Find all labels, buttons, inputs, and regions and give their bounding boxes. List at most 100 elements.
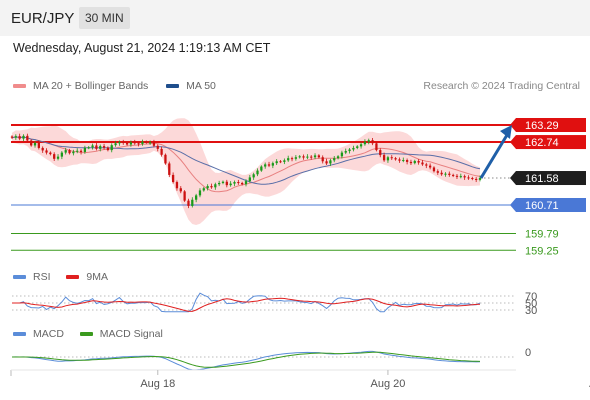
candle-body	[76, 150, 79, 152]
candle-body	[317, 155, 321, 158]
candle-body	[175, 182, 179, 189]
x-tick-label: Aug 18	[140, 378, 175, 390]
candle-body	[83, 147, 87, 152]
candle-body	[444, 173, 447, 175]
candle-body	[425, 164, 428, 166]
legend-item-macd: MACD	[13, 328, 64, 340]
candle-body	[340, 152, 344, 157]
candle-body	[271, 163, 274, 166]
candle-body	[452, 174, 455, 176]
candle-body	[10, 136, 14, 138]
candle-body	[214, 184, 217, 188]
candle-body	[440, 172, 443, 175]
candle-body	[267, 164, 271, 166]
candle-body	[333, 158, 336, 161]
candle-body	[164, 154, 167, 164]
candle-body	[459, 176, 462, 178]
candle-body	[102, 146, 106, 148]
level-label-159.79: 159.79	[525, 229, 559, 241]
candle-body	[187, 200, 190, 206]
candle-body	[352, 147, 355, 150]
candle-body	[99, 146, 102, 149]
candle-body	[398, 159, 401, 161]
chart-header: EUR/JPY 30 MIN	[0, 0, 590, 36]
candle-body	[194, 195, 198, 200]
candle-body	[463, 176, 466, 178]
candle-body	[160, 148, 163, 155]
candle-body	[363, 141, 367, 145]
candle-body	[168, 163, 171, 175]
candle-body	[467, 177, 470, 179]
candle-body	[210, 186, 213, 188]
candle-body	[72, 151, 75, 154]
candle-body	[367, 140, 370, 142]
candle-body	[471, 178, 474, 180]
candle-body	[428, 165, 432, 168]
level-pointer-160.71	[510, 198, 516, 212]
rsi-legend: RSI 9MA	[13, 271, 108, 283]
candle-body	[260, 166, 263, 171]
candle-body	[237, 182, 240, 184]
candle-body	[306, 156, 309, 158]
chart-timestamp: Wednesday, August 21, 2024 1:19:13 AM CE…	[13, 41, 271, 55]
candle-body	[375, 143, 378, 151]
candle-body	[386, 157, 390, 161]
candle-body	[298, 156, 301, 158]
rsi-level-label: 70	[525, 291, 537, 303]
candle-body	[37, 142, 40, 148]
candle-body	[179, 188, 182, 192]
macd-level-label: 0	[525, 347, 531, 359]
macd-signal-line	[12, 351, 481, 368]
candle-body	[156, 145, 159, 149]
candle-body	[60, 152, 64, 157]
rsi-9ma-line	[12, 297, 481, 312]
candle-body	[79, 150, 83, 152]
candle-body	[413, 160, 416, 164]
candle-body	[356, 146, 359, 148]
legend-item-ma20: MA 20 + Bollinger Bands	[13, 80, 148, 92]
level-label-162.74: 162.74	[525, 137, 559, 149]
level-label-161.58: 161.58	[525, 173, 559, 185]
candle-body	[14, 136, 17, 138]
candle-body	[264, 164, 267, 167]
level-box-160.71	[516, 198, 586, 212]
candle-body	[106, 147, 110, 151]
level-pointer-162.74	[510, 135, 516, 150]
candle-body	[64, 150, 67, 153]
legend-item-macd-signal: MACD Signal	[79, 328, 163, 340]
candle-body	[56, 156, 60, 159]
candle-body	[348, 149, 351, 152]
candle-body	[409, 161, 413, 164]
candle-body	[478, 178, 482, 180]
candle-body	[405, 160, 409, 162]
candle-body	[310, 156, 313, 158]
rsi-level-label: 30	[525, 305, 537, 317]
candle-body	[336, 156, 340, 159]
candle-body	[382, 155, 386, 161]
candle-body	[436, 171, 439, 173]
candle-body	[421, 162, 424, 165]
candle-body	[325, 161, 328, 164]
candle-body	[26, 135, 29, 141]
candle-body	[221, 181, 225, 183]
candle-body	[321, 157, 324, 162]
candle-body	[45, 150, 48, 153]
candle-body	[118, 142, 121, 144]
main-legend: MA 20 + Bollinger Bands MA 50	[13, 80, 216, 92]
candle-body	[448, 173, 451, 175]
interval-badge[interactable]: 30 MIN	[79, 7, 130, 29]
candle-body	[22, 135, 25, 139]
candle-body	[133, 142, 136, 144]
candle-body	[68, 150, 71, 154]
candle-body	[202, 188, 205, 191]
candle-body	[229, 183, 232, 186]
candle-body	[371, 140, 374, 144]
candle-body	[302, 156, 305, 158]
candle-body	[95, 145, 98, 149]
legend-item-rsi: RSI	[13, 271, 51, 283]
forecast-arrow-line	[479, 134, 509, 179]
candle-body	[137, 143, 140, 145]
candle-body	[114, 143, 117, 146]
candle-body	[30, 140, 33, 146]
